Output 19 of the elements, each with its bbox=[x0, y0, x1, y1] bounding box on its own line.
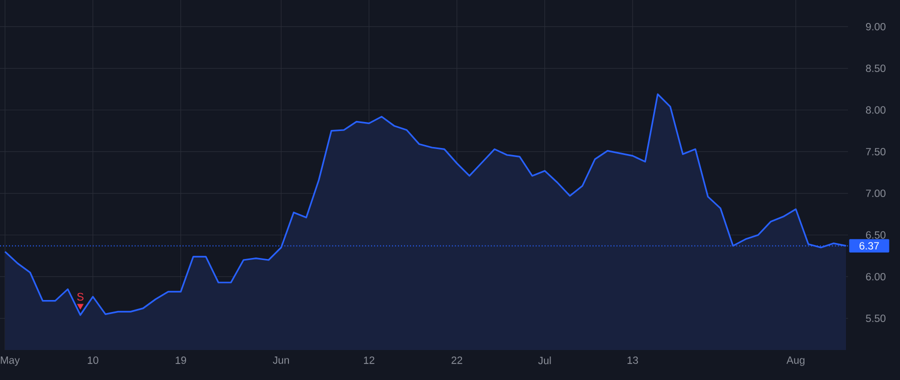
x-tick-label: Jun bbox=[272, 356, 289, 364]
y-tick-label: 5.50 bbox=[866, 314, 886, 322]
ref-line-label: 6.37 bbox=[860, 242, 879, 250]
y-tick-label: 7.00 bbox=[866, 190, 886, 198]
x-tick-label: Jul bbox=[538, 356, 551, 364]
series-label: S bbox=[77, 292, 84, 301]
x-tick-label: 10 bbox=[88, 356, 98, 364]
x-tick-label: Aug bbox=[786, 356, 804, 366]
x-tick-label: 22 bbox=[452, 356, 462, 364]
y-tick-label: 8.00 bbox=[866, 106, 886, 114]
x-tick-label: 19 bbox=[176, 356, 186, 364]
x-tick-label: 13 bbox=[628, 356, 638, 364]
y-tick-label: 9.00 bbox=[866, 22, 886, 30]
y-tick-label: 7.50 bbox=[866, 148, 886, 156]
y-tick-label: 8.50 bbox=[866, 64, 886, 72]
y-tick-label: 6.50 bbox=[866, 231, 886, 239]
x-tick-label: May bbox=[0, 356, 20, 366]
x-tick-label: 12 bbox=[364, 356, 374, 364]
y-tick-label: 6.00 bbox=[866, 272, 886, 280]
